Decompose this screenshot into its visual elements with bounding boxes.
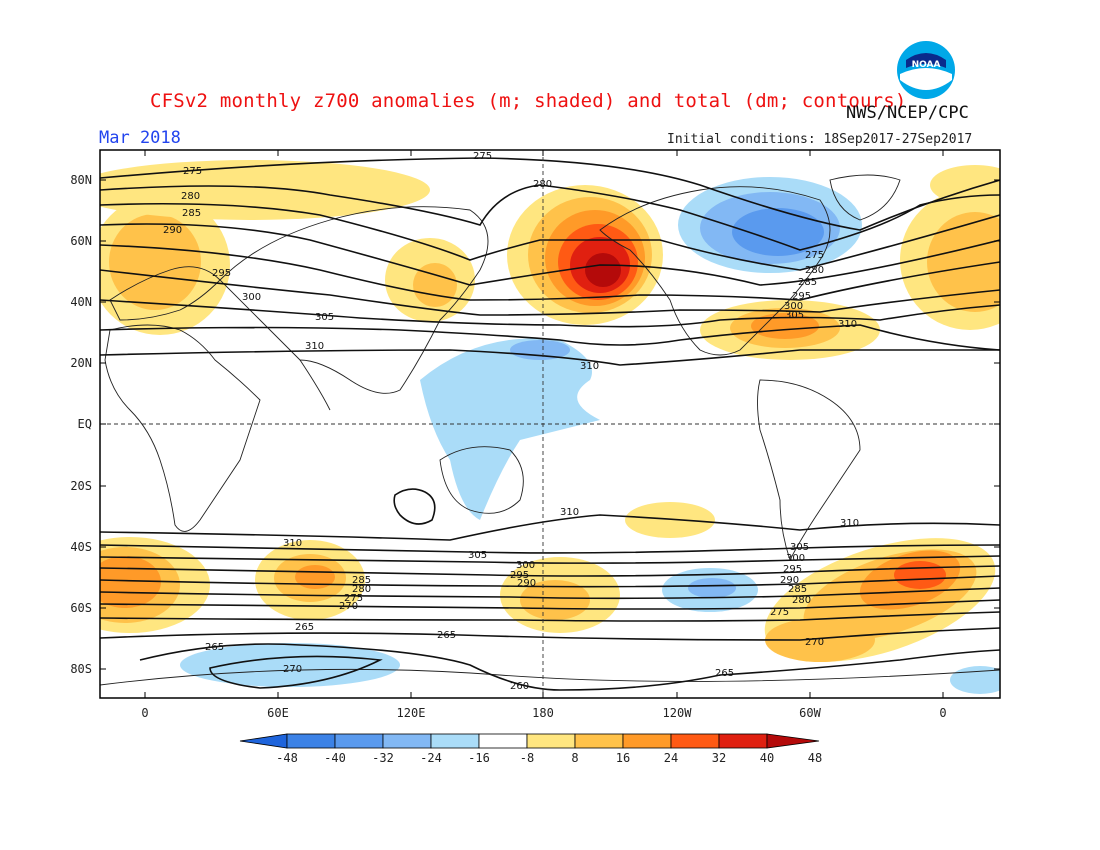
lat-label: 20S — [70, 479, 92, 493]
chart-title: CFSv2 monthly z700 anomalies (m; shaded)… — [150, 90, 907, 112]
lon-label: 120E — [396, 706, 426, 720]
contour-label: 285 — [798, 277, 818, 288]
contour-label: 295 — [510, 570, 530, 581]
contour-label: 265 — [205, 642, 225, 653]
colorbar-level: -40 — [324, 751, 346, 765]
lon-label: 60E — [267, 706, 289, 720]
coastlines — [100, 174, 1000, 686]
contour-label: 260 — [510, 681, 530, 692]
contour-label: 300 — [786, 553, 806, 564]
contour-label: 300 — [784, 301, 804, 312]
contour-label: 300 — [516, 560, 536, 571]
colorbar-level: -16 — [468, 751, 490, 765]
noaa-logo-icon: NOAA — [897, 41, 955, 99]
contour-label: 275 — [770, 607, 790, 618]
valid-month-label: Mar 2018 — [99, 128, 181, 148]
contour-label: 290 — [517, 578, 537, 589]
lat-label: 80S — [70, 662, 92, 676]
contour-label: 295 — [783, 564, 803, 575]
agency-label: NWS/NCEP/CPC — [846, 103, 969, 123]
lat-label: 40N — [70, 295, 92, 309]
contour-label: 280 — [352, 584, 372, 595]
contour-label: 270 — [805, 637, 825, 648]
contour-label: 310 — [840, 518, 860, 529]
colorbar-level: 8 — [571, 751, 579, 765]
contour-label: 275 — [805, 250, 825, 261]
contour-label: 265 — [437, 630, 457, 641]
contour-label: 305 — [468, 550, 488, 561]
contour-label: 305 — [785, 310, 805, 321]
contour-label: 275 — [344, 593, 364, 604]
anomaly-negative-tropics — [420, 338, 600, 520]
colorbar-level: 48 — [807, 751, 823, 765]
contour-label: 290 — [780, 575, 800, 586]
contour-label: 295 — [792, 291, 812, 302]
contour-label: 310 — [560, 507, 580, 518]
lat-label: 60N — [70, 234, 92, 248]
lat-label: 20N — [70, 356, 92, 370]
reference-lines — [100, 150, 1000, 698]
height-contours — [100, 157, 1000, 691]
lat-label: 40S — [70, 540, 92, 554]
contour-label: 310 — [580, 361, 600, 372]
contour-label: 280 — [805, 265, 825, 276]
colorbar-level: 16 — [615, 751, 631, 765]
lat-label: EQ — [77, 417, 92, 431]
contour-label: 310 — [838, 319, 858, 330]
lon-label: 120W — [662, 706, 692, 720]
contour-label: 280 — [533, 179, 553, 190]
contour-label: 285 — [352, 575, 372, 586]
colorbar-level: 24 — [663, 751, 679, 765]
contour-label: 300 — [242, 292, 262, 303]
colorbar-level: -48 — [276, 751, 298, 765]
lon-label: 60W — [799, 706, 821, 720]
contour-label: 265 — [295, 622, 315, 633]
axis-ticks — [100, 150, 1000, 698]
shaded-anomalies — [100, 160, 1000, 694]
contour-label: 265 — [715, 668, 735, 679]
lon-label: 180 — [532, 706, 554, 720]
contour-label: 285 — [788, 584, 808, 595]
contour-label: 270 — [339, 601, 359, 612]
contour-label: 295 — [212, 268, 232, 279]
colorbar-level: -8 — [519, 751, 535, 765]
contour-label: 270 — [283, 664, 303, 675]
contour-label: 280 — [792, 595, 812, 606]
contour-label: 290 — [163, 225, 183, 236]
initial-conditions-label: Initial conditions: 18Sep2017-27Sep2017 — [667, 132, 973, 147]
contour-label: 275 — [183, 166, 203, 177]
contour-label: 310 — [283, 538, 303, 549]
contour-label: 305 — [790, 542, 810, 553]
lon-label: 0 — [939, 706, 947, 720]
contour-label: 275 — [473, 151, 493, 162]
lat-label: 80N — [70, 173, 92, 187]
colorbar-level: -24 — [420, 751, 442, 765]
contour-label: 280 — [181, 191, 201, 202]
contour-label: 305 — [315, 312, 335, 323]
colorbar-level: 32 — [711, 751, 727, 765]
contour-label: 310 — [305, 341, 325, 352]
lat-label: 60S — [70, 601, 92, 615]
colorbar-level: 40 — [759, 751, 775, 765]
colorbar-level: -32 — [372, 751, 394, 765]
lon-label: 0 — [141, 706, 149, 720]
svg-text:NOAA: NOAA — [912, 60, 941, 70]
contour-label: 285 — [182, 208, 202, 219]
